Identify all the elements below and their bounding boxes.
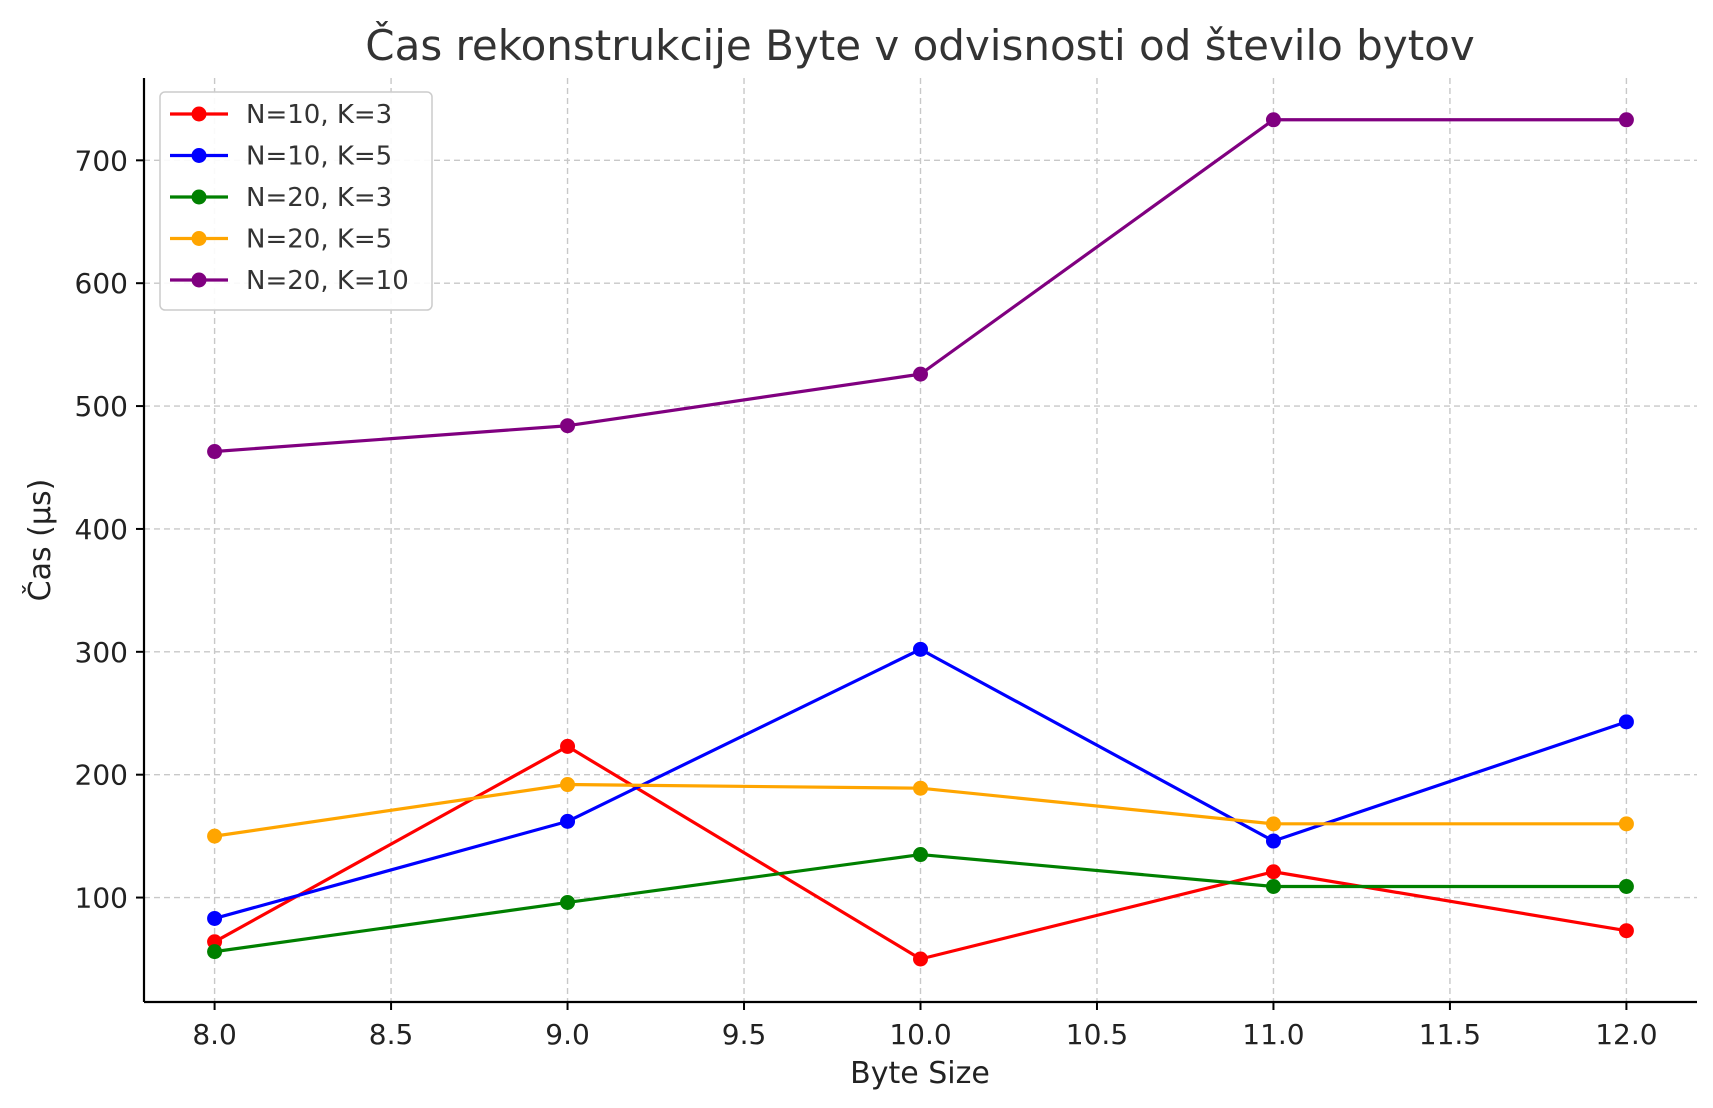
data-point bbox=[560, 418, 576, 434]
x-tick-label: 9.0 bbox=[545, 1018, 590, 1051]
data-point bbox=[913, 780, 928, 796]
series-1 bbox=[207, 641, 1634, 926]
y-tick-label: 500 bbox=[75, 390, 128, 423]
series-3 bbox=[207, 777, 1634, 844]
legend-label: N=20, K=10 bbox=[246, 266, 409, 296]
legend-label: N=10, K=5 bbox=[246, 142, 392, 172]
y-tick-label: 700 bbox=[75, 144, 128, 177]
data-point bbox=[207, 828, 223, 844]
data-point bbox=[1618, 714, 1634, 730]
x-tick-label: 11.0 bbox=[1242, 1018, 1304, 1051]
x-tick-label: 10.5 bbox=[1066, 1018, 1128, 1051]
legend-box bbox=[159, 91, 433, 311]
data-point bbox=[560, 813, 576, 829]
x-tick-label: 12.0 bbox=[1595, 1018, 1657, 1051]
data-point bbox=[207, 444, 223, 460]
data-point bbox=[560, 738, 576, 754]
x-tick-label: 10.0 bbox=[889, 1018, 951, 1051]
data-point bbox=[560, 777, 576, 793]
y-tick-label: 600 bbox=[75, 267, 128, 300]
chart-title: Čas rekonstrukcije Byte v odvisnosti od … bbox=[365, 20, 1474, 70]
data-point bbox=[207, 910, 223, 926]
legend-label: N=10, K=3 bbox=[246, 100, 392, 130]
legend-marker bbox=[191, 148, 207, 163]
data-point bbox=[913, 951, 928, 967]
data-point bbox=[1265, 816, 1281, 832]
series-2 bbox=[207, 847, 1634, 960]
legend: N=10, K=3 N=10, K=5 N=20, K=3 N=20, K=5 N=20… bbox=[159, 91, 433, 311]
data-point bbox=[1618, 816, 1634, 832]
y-tick-label: 300 bbox=[75, 636, 128, 669]
legend-marker bbox=[191, 272, 207, 288]
legend-label: N=20, K=5 bbox=[246, 225, 392, 255]
x-tick-label: 11.5 bbox=[1419, 1018, 1481, 1051]
y-tick-label: 400 bbox=[75, 513, 128, 546]
ticks: 8.0 8.5 9.0 9.5 10.0 10.5 11.0 11.5 12.0 100 200 30… bbox=[75, 144, 1658, 1051]
data-point bbox=[913, 366, 928, 382]
data-point bbox=[207, 944, 223, 960]
y-tick-label: 200 bbox=[75, 759, 128, 792]
data-point bbox=[1618, 879, 1634, 894]
data-point bbox=[560, 894, 576, 910]
series-4 bbox=[207, 112, 1634, 460]
x-tick-label: 9.5 bbox=[722, 1018, 767, 1051]
legend-marker bbox=[191, 231, 207, 246]
y-axis-label: Čas (µs) bbox=[21, 479, 58, 602]
data-point bbox=[1265, 112, 1281, 128]
data-point bbox=[913, 847, 928, 863]
legend-marker bbox=[191, 189, 207, 205]
x-tick-label: 8.0 bbox=[192, 1018, 237, 1051]
legend-marker bbox=[191, 106, 207, 122]
x-tick-label: 8.5 bbox=[369, 1018, 414, 1051]
data-point bbox=[1265, 864, 1281, 880]
data-point bbox=[1265, 833, 1281, 849]
data-point bbox=[1618, 112, 1634, 128]
data-point bbox=[1618, 923, 1634, 939]
y-tick-label: 100 bbox=[75, 882, 128, 915]
data-point bbox=[913, 641, 928, 657]
grid bbox=[144, 78, 1697, 1002]
legend-label: N=20, K=3 bbox=[246, 183, 392, 213]
x-axis-label: Byte Size bbox=[850, 1056, 990, 1091]
data-point bbox=[1265, 879, 1281, 894]
series-layer bbox=[207, 112, 1634, 967]
